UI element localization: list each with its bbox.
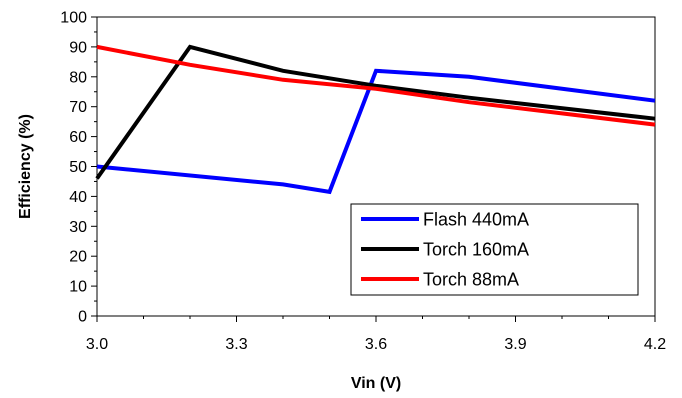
y-tick-label-20: 20 [69,249,87,266]
x-axis-title: Vin (V) [351,375,401,392]
y-axis-title: Efficiency (%) [17,114,34,219]
y-tick-label-90: 90 [69,39,87,56]
axes-layer: 0 10 20 30 40 50 60 70 80 90 100 3.0 3.3 3.6 3.9 4.2 [60,10,666,354]
series-line-2 [96,44,656,127]
y-tick-label-0: 0 [78,309,87,326]
series-line-0 [96,68,656,195]
y-tick-label-30: 30 [69,219,87,236]
x-tick-label-3.3: 3.3 [225,336,247,353]
legend-label-1: Torch 160mA [423,240,529,260]
y-tick-label-80: 80 [69,69,87,86]
y-tick-label-60: 60 [69,129,87,146]
x-tick-label-3.9: 3.9 [504,336,526,353]
y-tick-label-50: 50 [69,159,87,176]
legend-label-0: Flash 440mA [423,210,529,230]
y-tick-label-40: 40 [69,189,87,206]
y-tick-label-70: 70 [69,99,87,116]
series-line-1 [95,44,656,180]
x-tick-label-3.6: 3.6 [365,336,387,353]
series-layer [95,44,656,195]
y-tick-label-100: 100 [60,10,87,27]
x-tick-label-3.0: 3.0 [86,336,108,353]
legend: Flash 440mA Torch 160mA Torch 88mA [350,203,639,296]
legend-label-2: Torch 88mA [423,270,519,290]
x-tick-label-4.2: 4.2 [644,336,666,353]
y-tick-label-10: 10 [69,279,87,296]
